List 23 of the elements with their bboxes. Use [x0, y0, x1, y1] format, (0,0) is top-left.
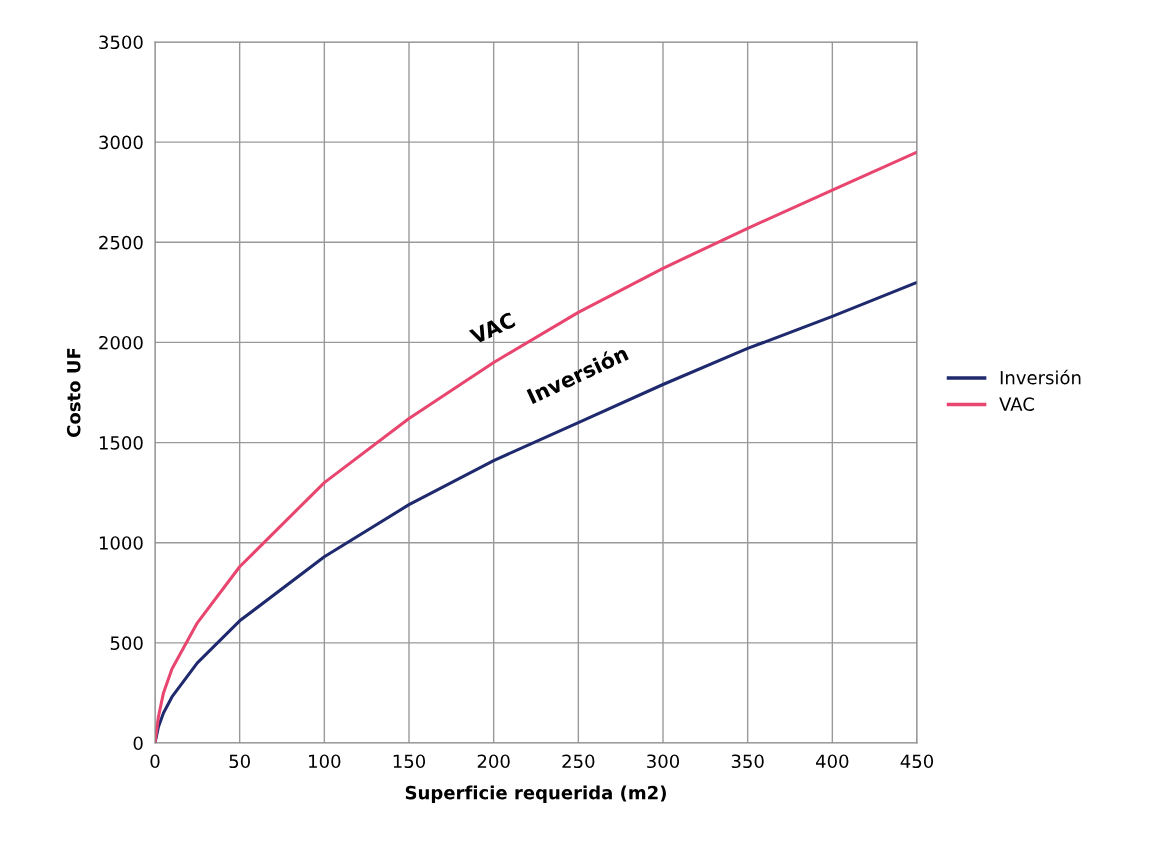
x-tick-label: 200	[477, 754, 510, 769]
y-tick-label: 2000	[99, 335, 143, 350]
x-tick-label: 300	[647, 754, 680, 769]
legend-label: VAC	[999, 397, 1034, 411]
x-tick-label: 50	[229, 754, 250, 769]
x-tick-label: 450	[900, 754, 934, 769]
x-tick-label: 250	[562, 754, 595, 769]
x-tick-label: 100	[309, 754, 341, 769]
x-tick-label: 0	[150, 754, 160, 769]
y-tick-label: 500	[110, 636, 143, 650]
y-axis-title: Costo UF	[66, 348, 81, 437]
y-tick-label: 3000	[99, 135, 143, 150]
y-tick-label: 3500	[99, 35, 143, 50]
y-tick-label: 0	[133, 736, 143, 751]
x-axis-title: Superficie requerida (m2)	[405, 785, 666, 803]
text: VAC	[468, 311, 516, 345]
x-tick-label: 400	[815, 754, 849, 769]
x-tick-label: 350	[731, 754, 764, 769]
y-tick-label: 2500	[99, 235, 143, 250]
y-tick-label: 1500	[99, 436, 143, 450]
x-tick-label: 150	[393, 754, 426, 769]
legend-label: Inversión	[1000, 369, 1081, 385]
y-tick-label: 1000	[99, 536, 143, 550]
